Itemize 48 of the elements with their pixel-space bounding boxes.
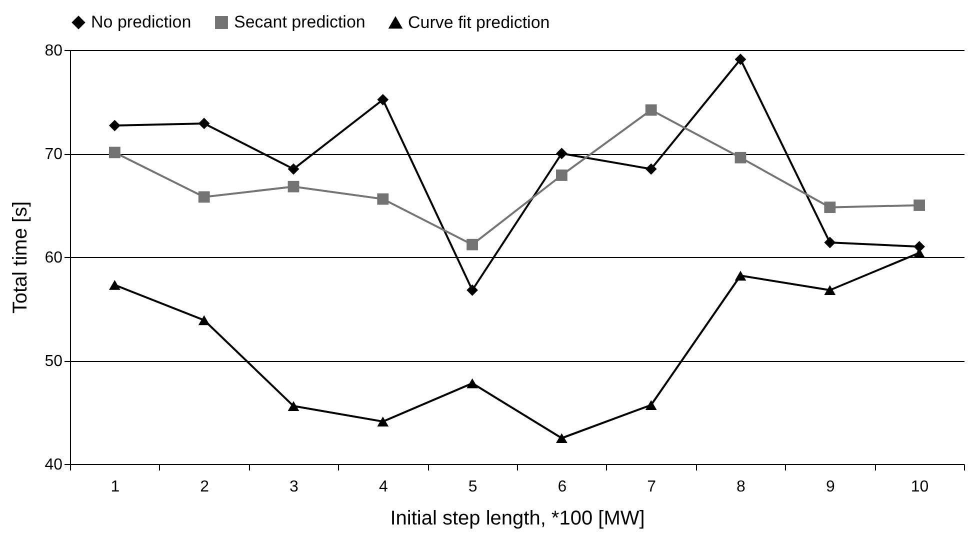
x-tick-label: 2: [200, 478, 210, 496]
point: [556, 433, 568, 444]
x-axis-title: Initial step length, *100 [MW]: [390, 508, 645, 530]
x-tick-label: 3: [290, 478, 299, 496]
point: [109, 146, 120, 158]
point: [198, 191, 210, 203]
y-tick-label: 70: [44, 146, 63, 163]
x-tick-label: 8: [736, 478, 746, 496]
point: [288, 401, 300, 411]
point: [288, 163, 300, 175]
point: [914, 200, 925, 211]
point: [556, 170, 568, 181]
point: [556, 148, 568, 160]
point: [377, 94, 389, 106]
point: [645, 163, 657, 175]
legend-label: No prediction: [91, 12, 192, 32]
point: [198, 315, 210, 326]
point: [824, 236, 836, 248]
point: [109, 120, 120, 132]
x-tick-label: 5: [468, 478, 478, 496]
x-tick-label: 6: [558, 478, 567, 496]
x-tick-label: 10: [910, 478, 929, 496]
point: [734, 54, 746, 66]
y-axis-title: Total time [s]: [10, 201, 32, 314]
point: [466, 238, 478, 250]
x-tick-label: 9: [826, 478, 835, 496]
x-tick-label: 4: [378, 478, 388, 496]
point: [466, 284, 478, 296]
legend-label: Curve fit prediction: [408, 12, 550, 32]
point: [734, 152, 746, 164]
point: [734, 270, 746, 281]
x-tick-label: 1: [110, 478, 120, 496]
point: [645, 104, 657, 116]
x-tick-label: 7: [647, 478, 656, 496]
y-tick-label: 40: [44, 456, 63, 474]
point: [377, 416, 389, 426]
y-tick-label: 50: [44, 353, 63, 370]
y-tick-label: 60: [44, 250, 63, 266]
point: [824, 285, 836, 296]
point: [466, 378, 478, 388]
point: [109, 280, 120, 290]
point: [645, 400, 657, 410]
point: [288, 180, 300, 192]
point: [377, 193, 389, 205]
legend-label: Secant prediction: [234, 12, 366, 32]
point: [824, 202, 836, 214]
point: [198, 118, 210, 130]
y-tick-label: 80: [44, 42, 63, 60]
